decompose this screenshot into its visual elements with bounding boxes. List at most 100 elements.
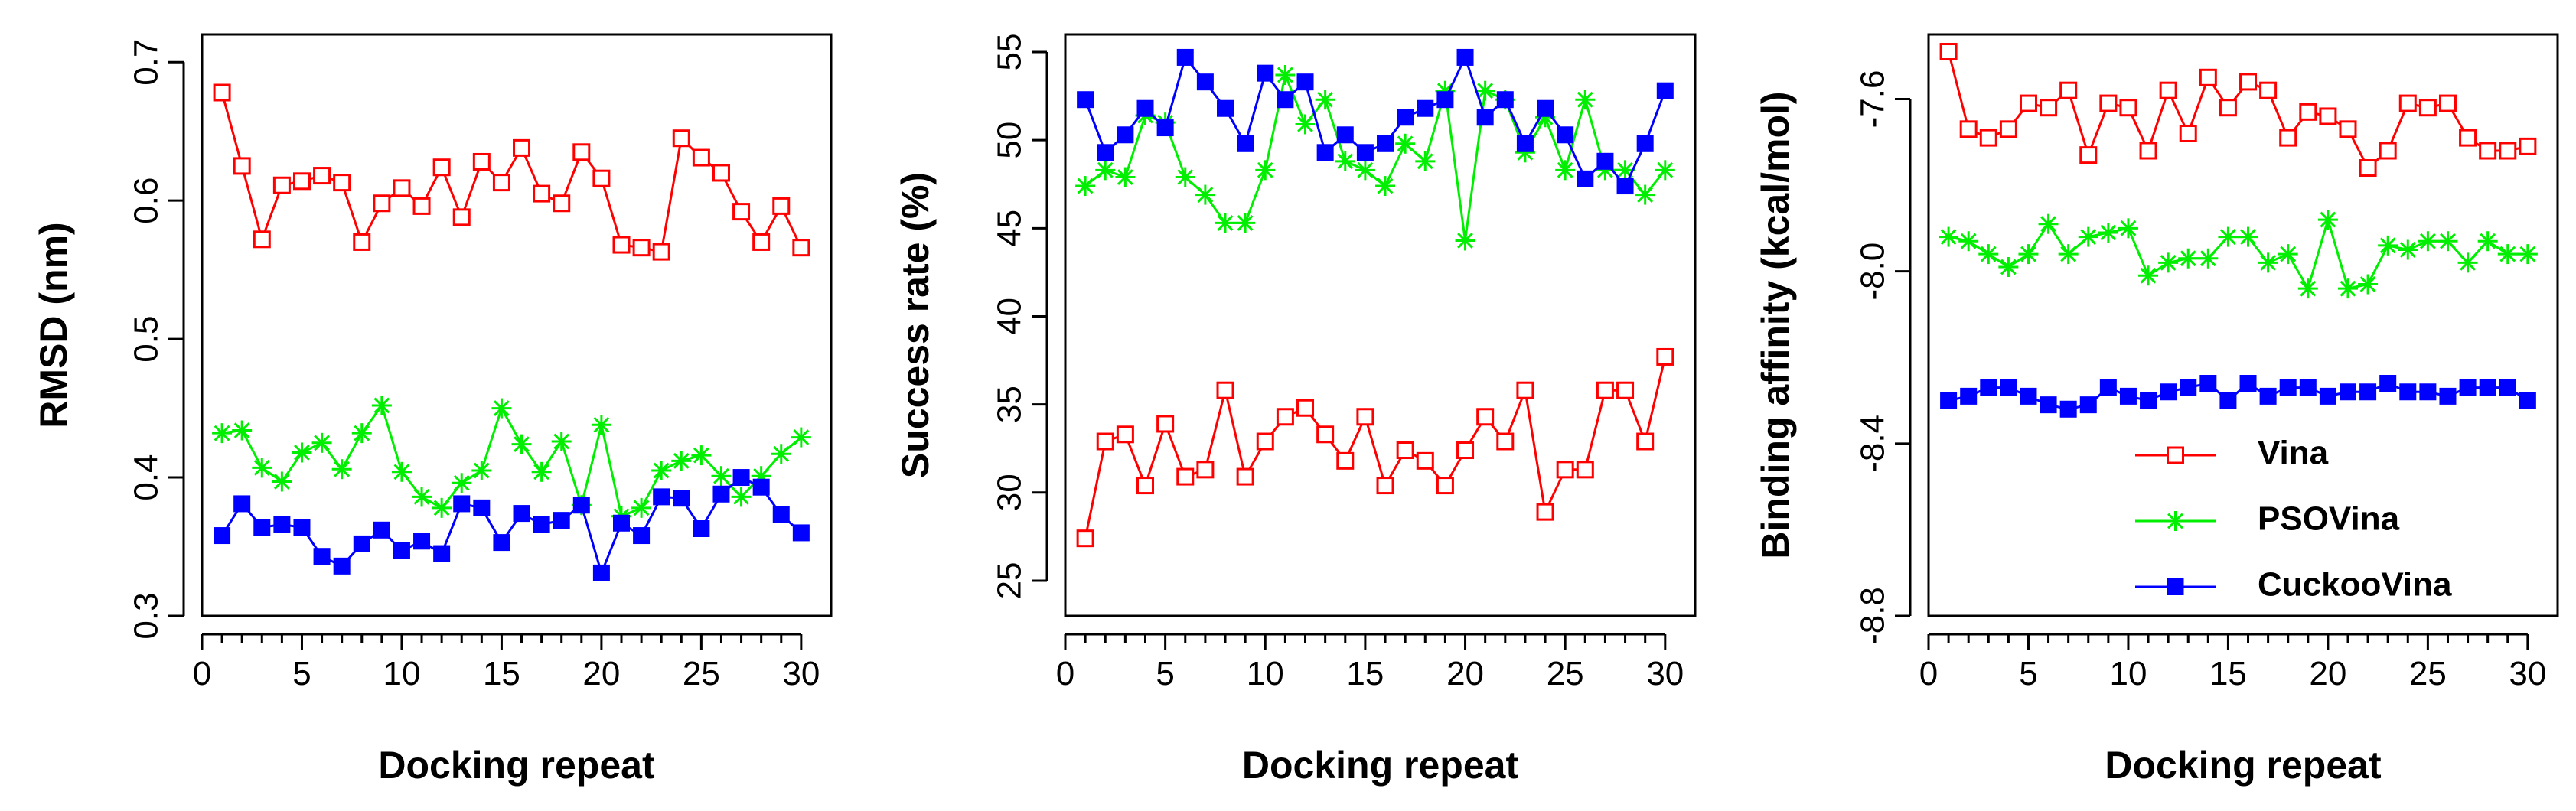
data-point-cuckoovina (2399, 383, 2417, 401)
data-point-vina (353, 233, 371, 251)
data-point-cuckoovina (2499, 379, 2516, 396)
y-tick-label-rmsd: 0.5 (128, 316, 165, 363)
data-point-vina (533, 184, 551, 203)
data-point-psovina (1655, 160, 1675, 181)
data-point-cuckoovina (214, 527, 231, 545)
data-point-vina (1596, 381, 1614, 399)
x-tick-label-binding-affinity: 10 (2109, 655, 2147, 692)
data-point-psovina (651, 461, 672, 480)
panel-binding-affinity: Docking repeat Binding affinity (kcal/mo… (1754, 33, 2559, 787)
y-tick-label-binding-affinity: -8.4 (1854, 415, 1892, 473)
data-point-cuckoovina (2419, 383, 2437, 401)
data-point-cuckoovina (1296, 73, 1314, 91)
data-point-psovina (1635, 184, 1655, 205)
data-point-psovina (771, 444, 791, 464)
legend: Vina PSOVina CuckooVina (2258, 435, 2452, 604)
y-tick-label-success-rate: 30 (991, 474, 1029, 511)
data-point-vina (1196, 461, 1215, 479)
data-point-psovina (371, 395, 392, 415)
data-point-cuckoovina (2259, 387, 2277, 405)
data-point-psovina (2517, 244, 2538, 265)
data-point-vina (393, 179, 411, 197)
data-point-cuckoovina (592, 564, 610, 581)
data-point-vina (2199, 68, 2217, 86)
legend-marker-psovina (2165, 511, 2186, 531)
data-point-cuckoovina (553, 512, 570, 529)
data-point-vina (712, 164, 730, 182)
data-point-vina (1256, 432, 1274, 451)
data-point-cuckoovina (613, 514, 630, 532)
data-point-vina (233, 157, 251, 175)
series-vina-binding-affinity (1939, 43, 2537, 178)
x-tick-label-rmsd: 20 (582, 655, 620, 692)
data-point-vina (2219, 99, 2237, 117)
data-point-cuckoovina (1436, 91, 1454, 109)
data-point-cuckoovina (393, 542, 410, 559)
data-point-cuckoovina (1377, 135, 1394, 152)
y-tick-label-rmsd: 0.3 (128, 592, 165, 639)
data-point-cuckoovina (373, 521, 390, 539)
data-point-psovina (452, 473, 472, 493)
data-point-cuckoovina (2079, 396, 2097, 414)
data-point-psovina (351, 423, 372, 444)
data-point-vina (1939, 43, 1958, 61)
series-psovina-binding-affinity (1939, 210, 2538, 299)
data-point-psovina (1295, 114, 1316, 135)
data-point-vina (1396, 441, 1414, 460)
data-point-cuckoovina (1136, 99, 1154, 117)
data-point-psovina (511, 434, 532, 454)
legend-label-psovina: PSOVina (2258, 500, 2400, 538)
data-point-vina (632, 239, 651, 257)
data-point-cuckoovina (2219, 392, 2237, 409)
y-tick-label-rmsd: 0.6 (128, 178, 165, 224)
series-vina-success-rate (1076, 347, 1674, 548)
data-point-vina (1636, 432, 1655, 451)
data-point-vina (732, 203, 751, 221)
data-point-vina (2438, 94, 2457, 112)
data-point-psovina (391, 461, 412, 482)
data-point-vina (373, 194, 391, 213)
data-point-psovina (2378, 235, 2398, 256)
data-point-cuckoovina (2319, 387, 2336, 405)
data-point-cuckoovina (1616, 178, 1634, 195)
data-point-cuckoovina (2459, 379, 2477, 396)
data-point-psovina (2398, 239, 2418, 260)
data-point-psovina (1095, 160, 1116, 181)
plot-box-binding-affinity (1927, 33, 2559, 617)
data-point-cuckoovina (1940, 392, 1958, 409)
data-point-cuckoovina (1980, 379, 1997, 396)
data-point-psovina (2358, 274, 2379, 295)
data-point-vina (2379, 142, 2397, 160)
data-point-psovina (1275, 64, 1296, 85)
data-point-vina (472, 152, 491, 171)
x-tick-label-binding-affinity: 5 (2019, 655, 2037, 692)
data-point-psovina (1215, 213, 1236, 233)
data-point-vina (213, 83, 231, 102)
data-point-vina (513, 138, 531, 157)
data-point-psovina (2118, 218, 2138, 239)
data-point-psovina (491, 398, 512, 419)
x-tick-label-binding-affinity: 15 (2209, 655, 2247, 692)
data-point-cuckoovina (1397, 109, 1414, 126)
legend-label-cuckoovina: CuckooVina (2258, 566, 2452, 604)
data-point-cuckoovina (313, 548, 331, 565)
data-point-cuckoovina (1577, 170, 1594, 187)
data-point-psovina (331, 459, 352, 480)
data-point-vina (272, 176, 291, 194)
data-point-cuckoovina (633, 527, 651, 545)
data-point-cuckoovina (1257, 64, 1274, 82)
data-point-cuckoovina (653, 488, 670, 506)
legend-label-vina: Vina (2258, 435, 2329, 472)
data-point-cuckoovina (2359, 383, 2377, 401)
y-tick-label-binding-affinity: -8.0 (1854, 243, 1892, 301)
x-tick-label-binding-affinity: 30 (2509, 655, 2546, 692)
axis-title-x-success-rate: Docking repeat (1242, 744, 1519, 787)
data-point-cuckoovina (513, 505, 530, 523)
x-tick-label-success-rate: 20 (1446, 655, 1484, 692)
data-point-psovina (1395, 133, 1416, 154)
data-point-vina (253, 230, 271, 249)
data-point-cuckoovina (1636, 135, 1654, 152)
data-point-psovina (2098, 222, 2118, 243)
x-tick-label-rmsd: 25 (683, 655, 720, 692)
